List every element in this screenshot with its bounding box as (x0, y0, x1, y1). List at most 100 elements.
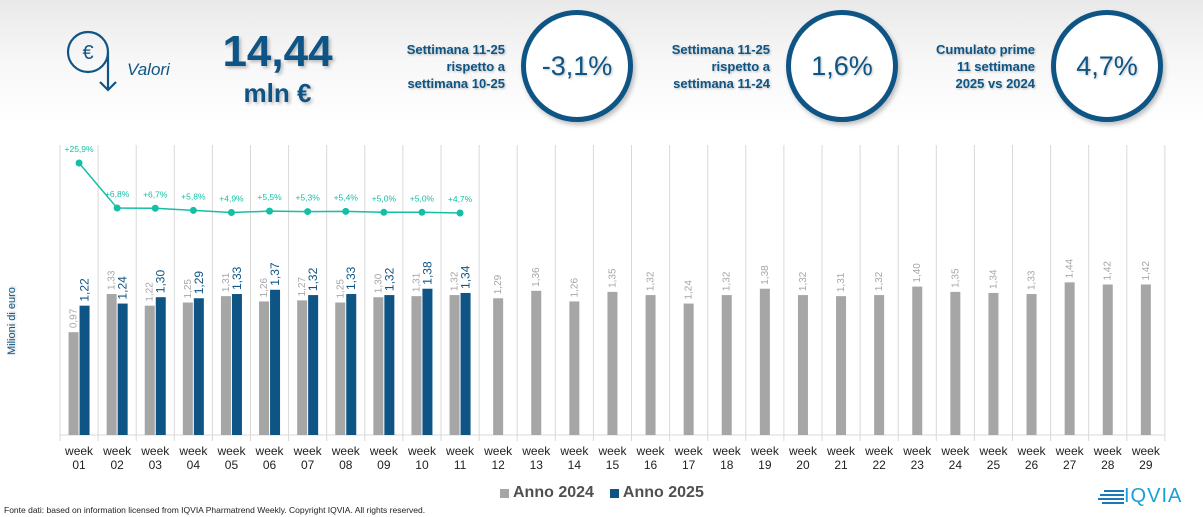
x-tick-label: 15 (606, 458, 620, 472)
legend-item-2025: Anno 2025 (609, 484, 704, 502)
growth-label: +4,9% (219, 194, 244, 204)
x-tick-label: 06 (263, 458, 277, 472)
growth-point (304, 208, 312, 216)
bar-label-2024: 1,30 (373, 273, 384, 293)
x-tick-label: 22 (872, 458, 886, 472)
growth-label: +5,0% (410, 193, 435, 203)
bar-2024 (683, 303, 694, 435)
x-tick-label: week (1017, 444, 1047, 458)
bar-label-2025: 1,32 (306, 267, 320, 291)
kpi-value: -3,1% (541, 50, 613, 81)
growth-point (189, 206, 197, 214)
bar-label-2024: 1,32 (450, 271, 461, 291)
bar-label-2025: 1,24 (116, 276, 130, 300)
source-note: Fonte dati: based on information license… (4, 505, 426, 515)
x-tick-label: week (636, 444, 666, 458)
total-unit: mln € (243, 78, 312, 108)
euro-down-arrow-icon: € (66, 30, 117, 92)
kpi-label-yoy-week: Settimana 11-25 rispetto a settimana 11-… (645, 41, 770, 92)
x-tick-label: 29 (1139, 458, 1153, 472)
bar-label-2025: 1,38 (420, 261, 434, 285)
bar-2024 (874, 295, 885, 435)
bar-label-2024: 1,25 (335, 279, 346, 299)
growth-label: +5,3% (295, 193, 320, 203)
bar-label-2025: 1,30 (154, 270, 168, 294)
x-tick-label: week (140, 444, 170, 458)
x-tick-label: week (1055, 444, 1085, 458)
x-axis-ticks: week01week02week03week04week05week06week… (64, 444, 1161, 472)
bar-2024 (1064, 282, 1075, 435)
chart-legend: Anno 2024 Anno 2025 (500, 484, 704, 502)
kpi-label-line: rispetto a (446, 59, 505, 74)
bar-label-2024: 1,31 (221, 272, 232, 292)
legend-label: Anno 2025 (622, 484, 704, 501)
kpi-label-weekly-change: Settimana 11-25 rispetto a settimana 10-… (380, 41, 505, 92)
x-tick-label: week (64, 444, 94, 458)
x-tick-label: week (407, 444, 437, 458)
bar-2024 (373, 297, 384, 435)
growth-label: +5,0% (372, 193, 397, 203)
bar-label-2024: 1,34 (988, 269, 999, 289)
bar-2024 (182, 302, 193, 435)
x-tick-label: 24 (949, 458, 963, 472)
bar-2024 (988, 292, 999, 435)
bar-2025 (422, 288, 433, 435)
x-tick-label: week (978, 444, 1008, 458)
bar-2024 (144, 305, 155, 435)
x-tick-label: 20 (796, 458, 810, 472)
bar-label-2024: 1,32 (798, 271, 809, 291)
growth-label: +6,7% (143, 189, 168, 199)
bar-label-2024: 1,33 (1027, 270, 1038, 290)
bar-label-2025: 1,37 (268, 262, 282, 286)
x-tick-label: 03 (149, 458, 163, 472)
growth-label: +5,5% (257, 192, 282, 202)
bar-2024 (106, 294, 117, 435)
iqvia-logo-stripes-icon (1098, 489, 1124, 504)
iqvia-logo-text: IQVIA (1124, 485, 1183, 507)
bar-2025 (155, 297, 166, 435)
x-tick-label: week (331, 444, 361, 458)
x-tick-label: week (445, 444, 475, 458)
x-tick-label: 19 (758, 458, 772, 472)
bar-label-2024: 1,26 (259, 278, 270, 298)
bar-label-2024: 1,36 (531, 267, 542, 287)
growth-label: +5,8% (181, 191, 206, 201)
bar-2024 (569, 301, 580, 435)
bar-2024 (297, 300, 308, 435)
x-tick-label: week (864, 444, 894, 458)
bar-label-2024: 0,97 (69, 308, 80, 328)
x-tick-label: 02 (110, 458, 124, 472)
bar-2025 (384, 295, 395, 435)
bar-2024 (721, 295, 732, 435)
legend-swatch-2024 (500, 488, 509, 498)
bar-label-2024: 1,32 (874, 271, 885, 291)
growth-label: +6,8% (105, 189, 130, 199)
bar-2024 (645, 295, 656, 435)
bar-label-2024: 1,42 (1103, 261, 1114, 281)
growth-label: +4,7% (448, 194, 473, 204)
x-tick-label: week (559, 444, 589, 458)
bar-label-2025: 1,32 (382, 267, 396, 291)
kpi-label-line: settimana 10-25 (407, 76, 505, 91)
bar-2024 (797, 295, 808, 435)
growth-point (151, 204, 159, 212)
bar-2024 (1026, 294, 1037, 435)
bar-label-2024: 1,32 (722, 271, 733, 291)
x-tick-label: week (674, 444, 704, 458)
growth-point (418, 208, 426, 216)
kpi-circle-weekly-change: -3,1% (521, 10, 633, 122)
svg-text:€: € (82, 42, 93, 64)
x-tick-label: week (940, 444, 970, 458)
x-tick-label: 26 (1025, 458, 1039, 472)
bar-label-2024: 1,44 (1065, 258, 1076, 278)
bar-2025 (270, 289, 281, 435)
bar-label-2024: 1,26 (569, 278, 580, 298)
bar-label-2024: 1,31 (836, 272, 847, 292)
growth-line-layer: +25,9% +6,8% +6,7% +5,8% +4,9% +5,5% +5,3% +5,4… (65, 144, 473, 217)
x-tick-label: 12 (491, 458, 505, 472)
bar-label-2025: 1,22 (78, 278, 92, 302)
x-tick-label: 07 (301, 458, 315, 472)
x-tick-label: week (521, 444, 551, 458)
kpi-label-line: 2025 vs 2024 (955, 76, 1035, 91)
bar-2024 (68, 332, 79, 435)
